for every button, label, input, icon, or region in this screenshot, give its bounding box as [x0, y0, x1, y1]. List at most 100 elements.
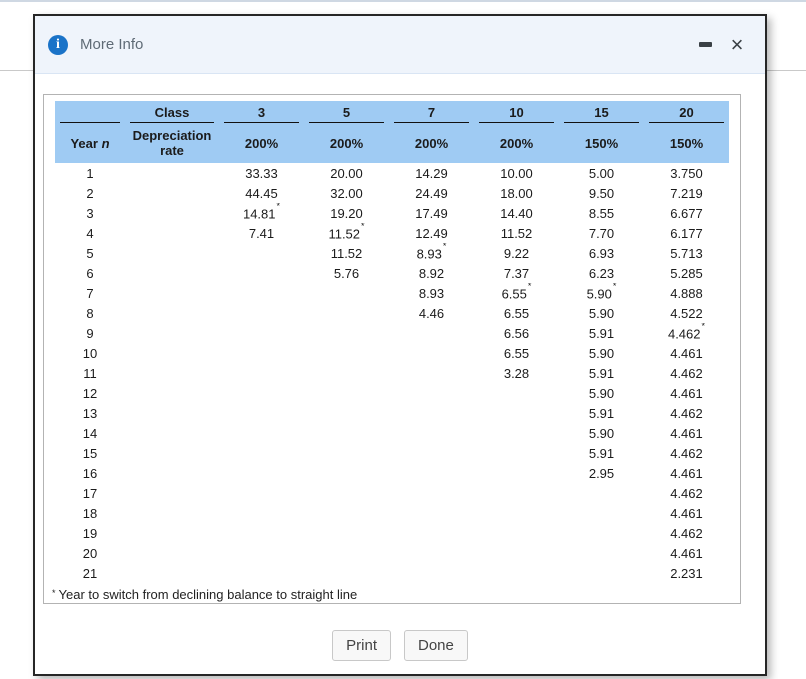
- depreciation-table-panel: Class 3 5 7 10 15 20 Year n Depreciation rate…: [43, 94, 741, 604]
- value-cell: 5.91: [588, 365, 615, 381]
- year-cell: 13: [82, 405, 98, 421]
- value-cell: [219, 303, 304, 323]
- value-cell: [219, 263, 304, 283]
- value-cell: 11.52: [500, 225, 533, 241]
- value-cell: [304, 323, 389, 343]
- value-cell: [389, 483, 474, 503]
- year-cell: 5: [86, 245, 94, 261]
- value-cell: [304, 383, 389, 403]
- value-cell: [219, 503, 304, 523]
- value-cell: [219, 463, 304, 483]
- value-cell: 4.461: [670, 465, 703, 481]
- year-cell: 7: [86, 285, 94, 301]
- value-cell: 5.285: [670, 265, 703, 281]
- spacer-cell: [125, 263, 219, 283]
- value-cell: [559, 523, 644, 543]
- value-cell: [474, 383, 559, 403]
- value-cell: 5.90: [588, 345, 615, 361]
- value-cell: 8.93: [418, 285, 445, 301]
- value-cell: [389, 363, 474, 383]
- done-button[interactable]: Done: [403, 630, 468, 661]
- spacer-cell: [125, 543, 219, 563]
- close-button[interactable]: ×: [730, 31, 744, 57]
- class-number-cell: 10: [474, 101, 559, 123]
- value-cell: [304, 343, 389, 363]
- macrs-depreciation-table: Class 3 5 7 10 15 20 Year n Depreciation rate…: [55, 101, 729, 583]
- value-cell: [219, 323, 304, 343]
- spacer-cell: [125, 323, 219, 343]
- class-header-row: Class 3 5 7 10 15 20: [55, 101, 729, 123]
- spacer-cell: [125, 363, 219, 383]
- table-row: 6 5.76 8.92 7.37 6.23 5.285: [55, 263, 729, 283]
- value-cell: 14.81*: [219, 203, 304, 223]
- year-cell: 12: [82, 385, 98, 401]
- value-cell: [559, 543, 644, 563]
- rate-cell: 200%: [499, 135, 534, 151]
- print-button[interactable]: Print: [332, 630, 391, 661]
- switch-year-asterisk: *: [442, 243, 447, 251]
- value-cell: 5.91: [588, 445, 615, 461]
- spacer-cell: [125, 303, 219, 323]
- table-row: 7 8.93 6.55* 5.90* 4.888: [55, 283, 729, 303]
- window-controls: ×: [699, 31, 747, 57]
- value-cell: 5.91: [588, 325, 615, 341]
- table-row: 3 14.81* 19.20 17.49 14.40 8.55 6.677: [55, 203, 729, 223]
- rate-header-row: Year n Depreciation rate 200% 200% 200% 200…: [55, 123, 729, 163]
- year-cell: 21: [82, 565, 98, 581]
- value-cell: 18.00: [500, 185, 533, 201]
- value-cell: [304, 443, 389, 463]
- year-cell: 3: [86, 205, 94, 221]
- switch-year-asterisk: *: [612, 283, 617, 291]
- spacer-cell: [125, 423, 219, 443]
- class-number-cell: 20: [644, 101, 729, 123]
- value-cell: 6.55: [503, 345, 530, 361]
- class-number-cell: 7: [389, 101, 474, 123]
- value-cell: [474, 403, 559, 423]
- table-row: 9 6.56 5.91 4.462*: [55, 323, 729, 343]
- rate-label-cell: Depreciation rate: [132, 128, 212, 158]
- value-cell: [304, 283, 389, 303]
- switch-year-asterisk: *: [276, 203, 281, 211]
- minimize-icon: [699, 42, 712, 47]
- rate-cell: 200%: [414, 135, 449, 151]
- value-cell: [389, 463, 474, 483]
- dialog-footer: Print Done: [35, 630, 765, 661]
- value-cell: 12.49: [415, 225, 448, 241]
- page-top-divider: [0, 0, 806, 2]
- table-row: 12 5.90 4.461: [55, 383, 729, 403]
- value-cell: [389, 403, 474, 423]
- spacer-cell: [125, 283, 219, 303]
- value-cell: [389, 423, 474, 443]
- value-cell: [389, 443, 474, 463]
- value-cell: 4.462: [670, 405, 703, 421]
- value-cell: 6.55: [503, 305, 530, 321]
- year-cell: 20: [82, 545, 98, 561]
- spacer-cell: [125, 463, 219, 483]
- spacer-cell: [125, 383, 219, 403]
- minimize-button[interactable]: [699, 34, 713, 56]
- spacer-cell: [125, 163, 219, 183]
- value-cell: 11.52: [330, 245, 363, 261]
- value-cell: 7.219: [670, 185, 703, 201]
- spacer-cell: [125, 203, 219, 223]
- value-cell: [474, 443, 559, 463]
- value-cell: [389, 503, 474, 523]
- table-row: 21 2.231: [55, 563, 729, 583]
- value-cell: [304, 403, 389, 423]
- spacer-cell: [125, 483, 219, 503]
- value-cell: 32.00: [330, 185, 363, 201]
- year-cell: 6: [86, 265, 94, 281]
- value-cell: [389, 523, 474, 543]
- rate-cell: 200%: [329, 135, 364, 151]
- value-cell: [389, 383, 474, 403]
- year-cell: 9: [86, 325, 94, 341]
- value-cell: [219, 423, 304, 443]
- value-cell: [304, 423, 389, 443]
- value-cell: [304, 523, 389, 543]
- value-cell: 9.50: [588, 185, 615, 201]
- dialog-titlebar: i More Info ×: [35, 16, 765, 74]
- value-cell: 4.522: [670, 305, 703, 321]
- dialog-title: More Info: [80, 36, 144, 53]
- value-cell: 3.28: [503, 365, 530, 381]
- value-cell: 20.00: [330, 165, 363, 181]
